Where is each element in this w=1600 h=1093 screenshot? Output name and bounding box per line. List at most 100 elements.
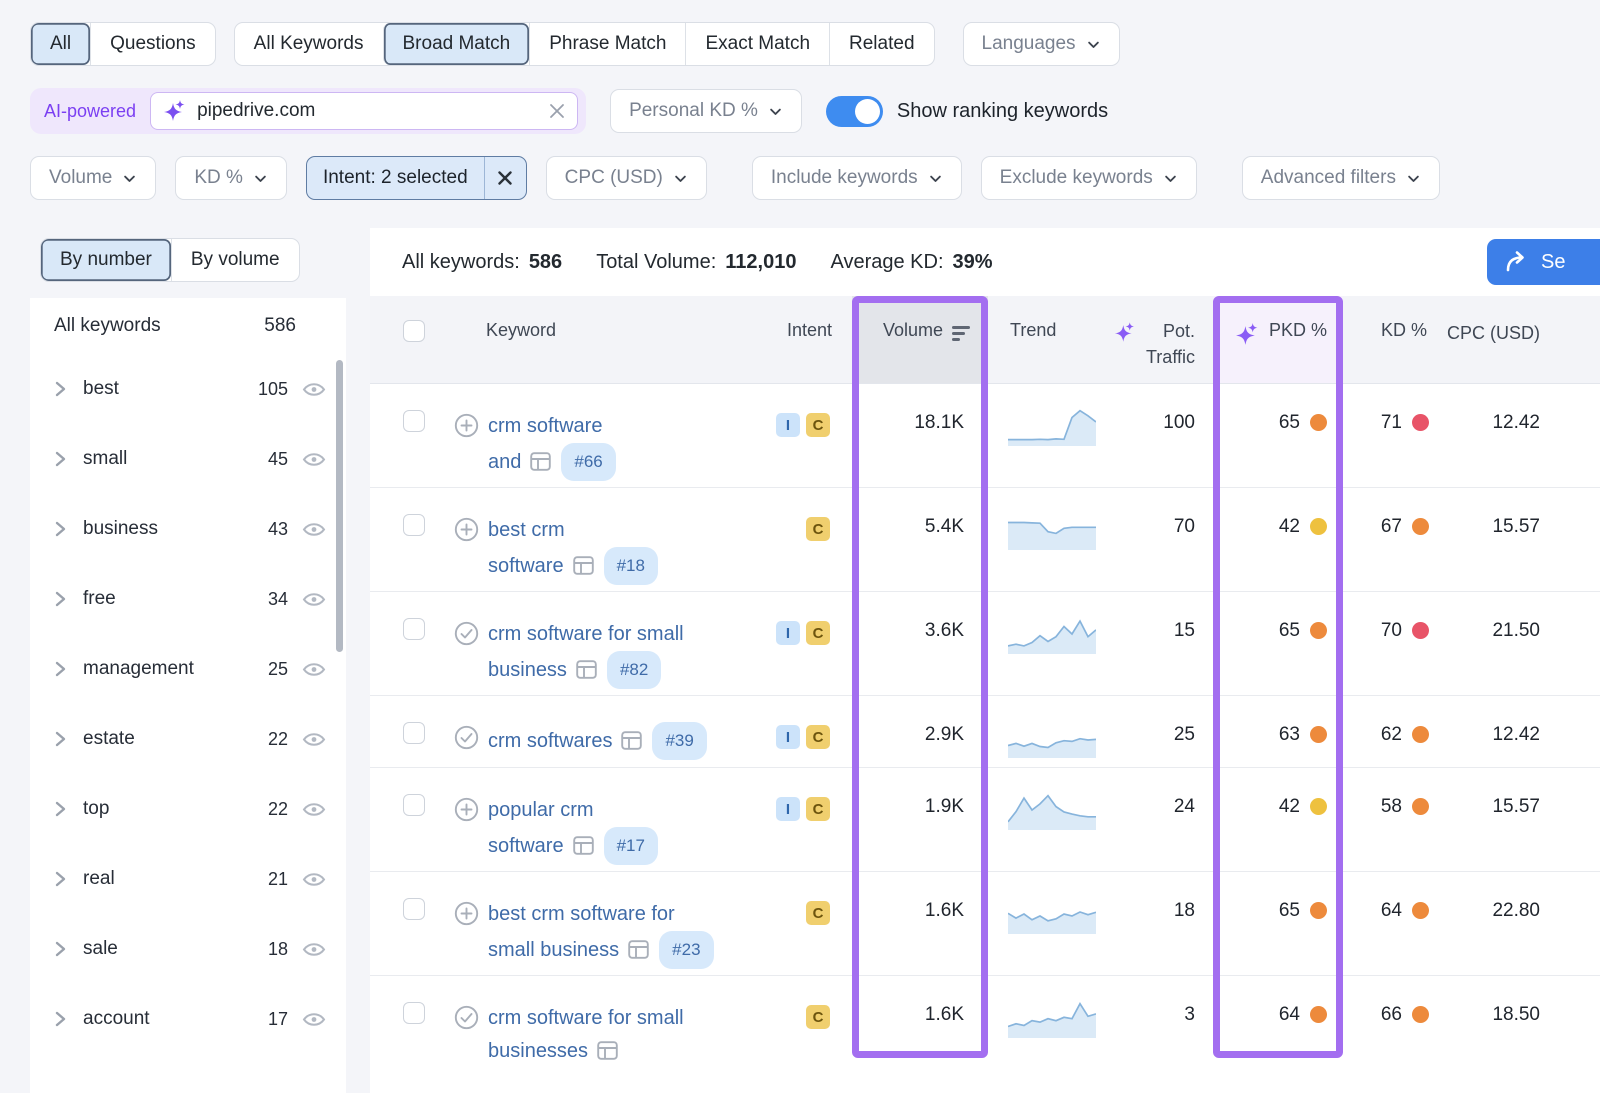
intent-commercial-badge: C bbox=[806, 901, 830, 925]
keyword-link[interactable]: small business bbox=[488, 939, 620, 961]
header-cpc[interactable]: CPC (USD) bbox=[1447, 323, 1540, 343]
scrollbar-thumb[interactable] bbox=[336, 360, 343, 652]
tab-by-number[interactable]: By number bbox=[41, 239, 171, 281]
row-checkbox[interactable] bbox=[403, 1002, 425, 1024]
include-keywords-dropdown[interactable]: Include keywords bbox=[751, 156, 962, 200]
tab-phrase-match[interactable]: Phrase Match bbox=[529, 23, 685, 65]
header-kd[interactable]: KD % bbox=[1380, 320, 1427, 340]
keyword-link[interactable]: businesses bbox=[488, 1040, 589, 1062]
ai-sparkle-icon bbox=[1114, 322, 1134, 342]
keyword-link[interactable]: and bbox=[488, 451, 522, 473]
keyword-added-icon[interactable] bbox=[454, 621, 479, 646]
sidebar-group-real[interactable]: real 21 bbox=[30, 844, 346, 914]
row-checkbox[interactable] bbox=[403, 898, 425, 920]
eye-icon[interactable] bbox=[302, 381, 326, 398]
keyword-link[interactable]: crm software for small bbox=[488, 623, 684, 645]
header-pot-traffic[interactable]: Pot. Traffic bbox=[1108, 296, 1213, 383]
row-checkbox[interactable] bbox=[403, 410, 425, 432]
serp-features-icon[interactable] bbox=[572, 556, 594, 575]
sidebar-group-best[interactable]: best 105 bbox=[30, 354, 346, 424]
intent-filter-clear-button[interactable] bbox=[483, 157, 526, 199]
keyword-link[interactable]: best crm software for bbox=[488, 903, 675, 925]
sidebar-group-top[interactable]: top 22 bbox=[30, 774, 346, 844]
eye-icon[interactable] bbox=[302, 661, 326, 678]
tab-exact-match[interactable]: Exact Match bbox=[685, 23, 829, 65]
serp-features-icon[interactable] bbox=[597, 1041, 618, 1060]
cpc-filter-dropdown[interactable]: CPC (USD) bbox=[545, 156, 707, 200]
sidebar-group-business[interactable]: business 43 bbox=[30, 494, 346, 564]
personal-kd-dropdown[interactable]: Personal KD % bbox=[610, 89, 802, 133]
add-keyword-icon[interactable] bbox=[454, 797, 479, 822]
keyword-link[interactable]: business bbox=[488, 659, 567, 681]
keyword-link[interactable]: crm softwares bbox=[488, 730, 613, 752]
add-keyword-icon[interactable] bbox=[454, 413, 479, 438]
eye-icon[interactable] bbox=[302, 521, 326, 538]
volume-filter-dropdown[interactable]: Volume bbox=[30, 156, 157, 200]
send-keywords-button[interactable]: Se bbox=[1487, 239, 1600, 285]
eye-icon[interactable] bbox=[302, 591, 326, 608]
serp-features-icon[interactable] bbox=[576, 660, 597, 679]
exclude-keywords-dropdown[interactable]: Exclude keywords bbox=[980, 156, 1197, 200]
sidebar-sort-tabs: By number By volume bbox=[40, 238, 300, 282]
eye-icon[interactable] bbox=[302, 451, 326, 468]
sidebar-group-sale[interactable]: sale 18 bbox=[30, 914, 346, 984]
eye-icon[interactable] bbox=[302, 941, 326, 958]
tab-questions[interactable]: Questions bbox=[90, 23, 215, 65]
eye-icon[interactable] bbox=[302, 1011, 326, 1028]
keyword-link[interactable]: best crm bbox=[488, 519, 565, 541]
kd-difficulty-dot bbox=[1412, 622, 1429, 639]
header-trend[interactable]: Trend bbox=[1010, 320, 1057, 340]
keyword-link[interactable]: crm software bbox=[488, 415, 603, 437]
tab-all[interactable]: All bbox=[31, 23, 91, 65]
tab-broad-match[interactable]: Broad Match bbox=[382, 23, 530, 65]
sidebar-group-free[interactable]: free 34 bbox=[30, 564, 346, 634]
search-input[interactable] bbox=[197, 100, 540, 122]
sidebar-scrollbar[interactable] bbox=[336, 354, 343, 1087]
volume-value: 1.6K bbox=[924, 1004, 964, 1025]
select-all-checkbox[interactable] bbox=[403, 320, 425, 342]
serp-features-icon[interactable] bbox=[572, 836, 594, 855]
sidebar-group-small[interactable]: small 45 bbox=[30, 424, 346, 494]
keyword-search-field[interactable] bbox=[150, 92, 579, 130]
clear-search-icon[interactable] bbox=[549, 103, 565, 119]
advanced-filters-dropdown[interactable]: Advanced filters bbox=[1241, 156, 1440, 200]
eye-icon[interactable] bbox=[302, 801, 326, 818]
keyword-link[interactable]: crm software for small bbox=[488, 1007, 684, 1029]
keyword-added-icon[interactable] bbox=[454, 725, 479, 750]
tab-all-keywords[interactable]: All Keywords bbox=[253, 33, 364, 54]
intent-filter-selected[interactable]: Intent: 2 selected bbox=[305, 156, 527, 200]
serp-features-icon[interactable] bbox=[530, 452, 552, 471]
row-checkbox[interactable] bbox=[403, 722, 425, 744]
eye-icon[interactable] bbox=[302, 871, 326, 888]
header-volume[interactable]: Volume bbox=[852, 296, 988, 383]
header-intent[interactable]: Intent bbox=[786, 320, 832, 340]
show-ranking-keywords-toggle[interactable] bbox=[825, 95, 883, 127]
serp-features-icon[interactable] bbox=[621, 731, 643, 750]
kd-filter-dropdown[interactable]: KD % bbox=[175, 156, 287, 200]
sidebar-group-management[interactable]: management 25 bbox=[30, 634, 346, 704]
header-pkd[interactable]: PKD % bbox=[1213, 296, 1343, 383]
row-checkbox[interactable] bbox=[403, 794, 425, 816]
trend-sparkline bbox=[1007, 794, 1096, 835]
sidebar-all-keywords-row[interactable]: All keywords 586 bbox=[30, 298, 346, 354]
intent-informational-badge: I bbox=[776, 413, 800, 437]
add-keyword-icon[interactable] bbox=[454, 517, 479, 542]
header-keyword[interactable]: Keyword bbox=[486, 320, 557, 340]
volume-value: 5.4K bbox=[924, 516, 964, 537]
tab-by-volume[interactable]: By volume bbox=[170, 239, 299, 281]
serp-features-icon[interactable] bbox=[628, 940, 649, 959]
sidebar-group-estate[interactable]: estate 22 bbox=[30, 704, 346, 774]
trend-sparkline bbox=[1008, 409, 1097, 451]
languages-dropdown[interactable]: Languages bbox=[962, 22, 1120, 66]
sidebar-group-account[interactable]: account 17 bbox=[30, 984, 346, 1054]
row-checkbox[interactable] bbox=[403, 618, 425, 640]
eye-icon[interactable] bbox=[302, 731, 326, 748]
keyword-link[interactable]: software bbox=[488, 835, 564, 857]
keyword-added-icon[interactable] bbox=[454, 1005, 479, 1030]
tab-related[interactable]: Related bbox=[829, 23, 934, 65]
row-checkbox[interactable] bbox=[403, 514, 425, 536]
keyword-link[interactable]: popular crm bbox=[488, 799, 594, 821]
add-keyword-icon[interactable] bbox=[454, 901, 479, 926]
keyword-link[interactable]: software bbox=[488, 555, 564, 577]
cpc-value: 15.57 bbox=[1492, 516, 1540, 537]
